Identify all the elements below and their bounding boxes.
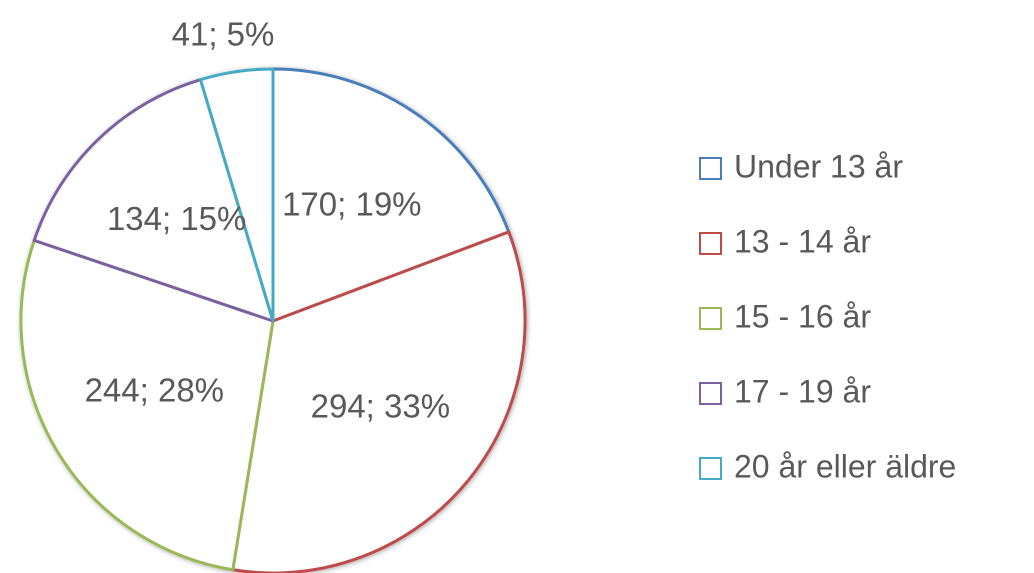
legend-swatch — [699, 157, 722, 180]
legend-label: Under 13 år — [734, 148, 903, 184]
pie-slice — [32, 78, 275, 323]
pie-slice — [231, 230, 527, 573]
slice-label: 294; 33% — [311, 387, 450, 424]
legend-label: 17 - 19 år — [734, 373, 871, 409]
legend-label: 13 - 14 år — [734, 223, 871, 259]
legend-swatch — [699, 232, 722, 255]
slice-label: 244; 28% — [85, 371, 224, 408]
pie-slice — [271, 67, 511, 323]
legend-swatch — [699, 382, 722, 405]
slice-label: 170; 19% — [282, 186, 421, 223]
legend-swatch — [699, 457, 722, 480]
legend-swatch — [699, 307, 722, 330]
legend-label: 15 - 16 år — [734, 298, 871, 334]
legend-label: 20 år eller äldre — [734, 448, 956, 484]
slice-label: 41; 5% — [172, 16, 275, 53]
slice-label: 134; 15% — [107, 200, 246, 237]
pie — [19, 67, 527, 573]
pie-slice — [199, 67, 275, 323]
pie-slice — [19, 238, 275, 572]
